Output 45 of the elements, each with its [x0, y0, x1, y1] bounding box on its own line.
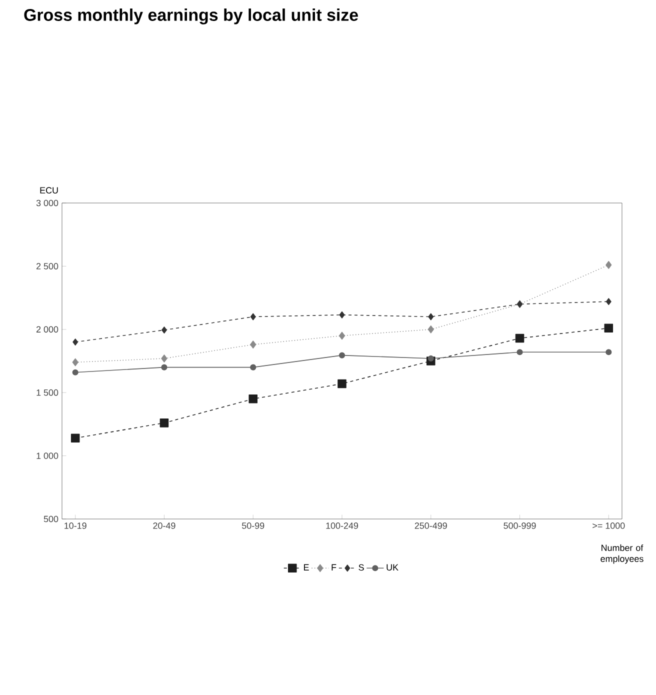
point [72, 358, 78, 366]
point [428, 355, 434, 362]
y-tick-label: 2 500 [36, 263, 58, 270]
point [337, 379, 346, 388]
x-axis-title: Number of employees [600, 544, 644, 564]
point [250, 313, 256, 320]
x-tick-label: 500-999 [504, 522, 536, 529]
y-tick-label: 2 000 [36, 326, 58, 333]
x-tick-label: 10-19 [64, 522, 86, 529]
point [428, 313, 434, 320]
point [606, 298, 612, 306]
point [339, 311, 345, 318]
point [250, 340, 256, 348]
x-tick-label: 50-99 [242, 522, 264, 529]
y-tick-label: 3 000 [36, 200, 58, 206]
y-tick-label: 1 000 [36, 452, 58, 459]
legend-label: F [332, 564, 336, 570]
x-tick-label: 20-49 [153, 522, 176, 529]
point [161, 326, 167, 334]
point [161, 364, 168, 370]
point [338, 332, 345, 340]
y-tick-label: 500 [44, 516, 58, 522]
x-tick-label: >= 1000 [592, 522, 625, 529]
x-tick-label: 250-499 [414, 522, 447, 529]
y-axis-title: ECU [40, 187, 58, 194]
point [605, 349, 612, 356]
x-tick-label: 100-249 [326, 522, 358, 529]
point [515, 334, 524, 343]
point [70, 434, 80, 442]
point [604, 324, 613, 333]
point [160, 418, 168, 428]
point [161, 354, 168, 362]
legend-label: S [358, 564, 364, 571]
legend-label: E [304, 564, 309, 570]
point [248, 394, 258, 404]
chart-title: Gross monthly earnings by local unit size [24, 8, 358, 24]
point [516, 349, 523, 356]
point [605, 260, 612, 269]
point [338, 352, 345, 358]
point [428, 325, 434, 334]
point [72, 369, 78, 376]
point [250, 364, 256, 370]
legend-label: UK [386, 564, 398, 571]
y-tick-label: 1 500 [36, 389, 58, 396]
point [72, 338, 78, 346]
